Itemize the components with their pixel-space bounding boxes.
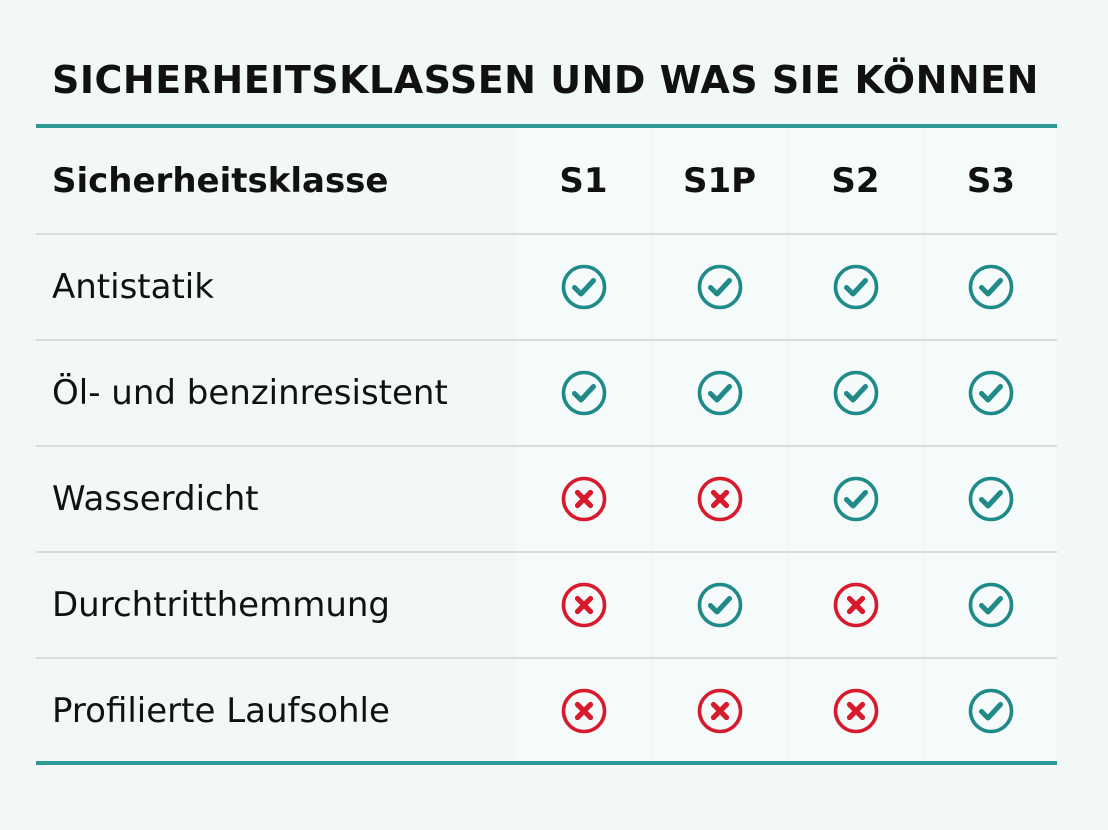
- table-top-rule: [36, 124, 1057, 128]
- cell-s1: [517, 552, 650, 658]
- table-row: Profilierte Laufsohle: [36, 658, 1057, 764]
- check-circle-icon: [561, 264, 606, 310]
- cell-s2: [789, 234, 922, 340]
- row-divider: [36, 445, 1057, 447]
- row-divider: [36, 339, 1057, 341]
- check-circle-icon: [968, 264, 1014, 310]
- check-circle-icon: [697, 264, 742, 310]
- cell-s1: [517, 446, 650, 552]
- check-circle-icon: [697, 370, 742, 416]
- table-row: Öl- und benzinresistent: [36, 340, 1057, 446]
- x-circle-icon: [561, 476, 606, 522]
- check-circle-icon: [968, 476, 1014, 522]
- table-header-row: Sicherheitsklasse S1 S1P S2 S3: [36, 128, 1057, 234]
- header-s2: S2: [831, 161, 880, 201]
- x-circle-icon: [697, 688, 742, 734]
- check-circle-icon: [968, 582, 1014, 628]
- x-circle-icon: [561, 688, 606, 734]
- row-label: Wasserdicht: [52, 479, 259, 519]
- cell-s2: [789, 552, 922, 658]
- check-circle-icon: [833, 264, 878, 310]
- header-s3: S3: [966, 161, 1016, 201]
- header-label: Sicherheitsklasse: [52, 161, 389, 201]
- check-circle-icon: [697, 582, 742, 628]
- row-label: Antistatik: [52, 267, 214, 307]
- cell-s3: [925, 234, 1057, 340]
- cell-s1p: [653, 658, 786, 764]
- x-circle-icon: [697, 476, 742, 522]
- cell-s2: [789, 446, 922, 552]
- row-divider: [36, 233, 1057, 235]
- row-divider: [36, 551, 1057, 553]
- table-row: Antistatik: [36, 234, 1057, 340]
- cell-s2: [789, 658, 922, 764]
- row-divider: [36, 657, 1057, 659]
- page-title: SICHERHEITSKLASSEN UND WAS SIE KÖNNEN: [52, 58, 1039, 102]
- check-circle-icon: [561, 370, 606, 416]
- x-circle-icon: [833, 688, 878, 734]
- header-s1p: S1P: [682, 161, 757, 201]
- check-circle-icon: [833, 370, 878, 416]
- row-label: Durchtritthemmung: [52, 585, 391, 625]
- cell-s1: [517, 340, 650, 446]
- cell-s2: [789, 340, 922, 446]
- cell-s3: [925, 552, 1057, 658]
- cell-s1p: [653, 552, 786, 658]
- check-circle-icon: [968, 370, 1014, 416]
- cell-s1p: [653, 234, 786, 340]
- table-row: Wasserdicht: [36, 446, 1057, 552]
- cell-s1: [517, 658, 650, 764]
- cell-s3: [925, 658, 1057, 764]
- check-circle-icon: [833, 476, 878, 522]
- cell-s1p: [653, 340, 786, 446]
- check-circle-icon: [968, 688, 1014, 734]
- row-label: Profilierte Laufsohle: [52, 691, 390, 731]
- row-label: Öl- und benzinresistent: [52, 373, 448, 413]
- cell-s1p: [653, 446, 786, 552]
- header-s1: S1: [559, 161, 608, 201]
- cell-s3: [925, 340, 1057, 446]
- cell-s3: [925, 446, 1057, 552]
- x-circle-icon: [561, 582, 606, 628]
- table-row: Durchtritthemmung: [36, 552, 1057, 658]
- cell-s1: [517, 234, 650, 340]
- comparison-table: Sicherheitsklasse S1 S1P S2 S3 Antistati…: [36, 124, 1057, 766]
- x-circle-icon: [833, 582, 878, 628]
- table-bottom-rule: [36, 761, 1057, 765]
